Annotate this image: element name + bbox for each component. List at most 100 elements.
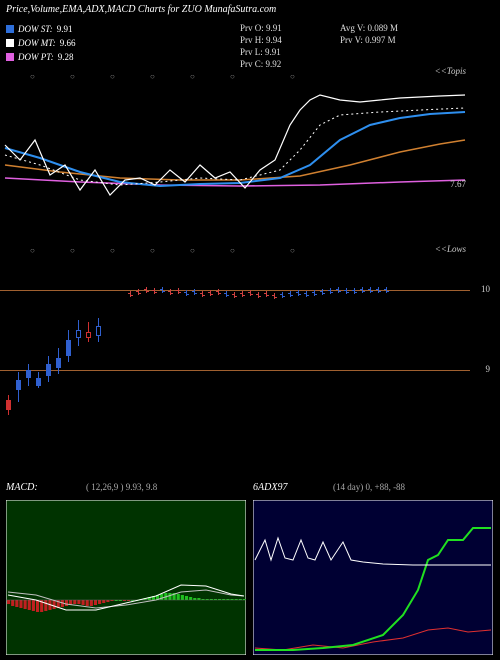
ohlc-bar	[202, 291, 203, 297]
ohlc-open	[376, 289, 378, 290]
ohlc-close	[315, 294, 317, 295]
ohlc-close	[131, 295, 133, 296]
ohlc-close	[195, 293, 197, 294]
ohlc-close	[339, 291, 341, 292]
ohlc-open	[272, 295, 274, 296]
ohlc-close	[219, 293, 221, 294]
ohlc-close	[211, 294, 213, 295]
candle-body	[26, 370, 31, 378]
ohlc-open	[240, 293, 242, 294]
ohlc-bar	[250, 290, 251, 296]
ohlc-bar	[322, 289, 323, 295]
legend-row: DOW PT:9.28	[6, 50, 76, 64]
ohlc-open	[256, 294, 258, 295]
ohlc-bar	[258, 292, 259, 298]
ohlc-open	[224, 293, 226, 294]
stat-row: Prv L: 9.91	[240, 46, 282, 58]
ohlc-close	[139, 293, 141, 294]
time-marker: ○	[70, 246, 75, 255]
ohlc-bar	[362, 287, 363, 293]
time-marker: ○	[30, 246, 35, 255]
legend-value: 9.91	[57, 22, 73, 36]
ohlc-open	[144, 289, 146, 290]
time-marker: ○	[70, 72, 75, 81]
ohlc-close	[227, 295, 229, 296]
candle-body	[56, 358, 61, 368]
chart-title: Price,Volume,EMA,ADX,MACD Charts for ZUO…	[6, 4, 276, 15]
ohlc-bar	[346, 288, 347, 294]
ohlc-close	[355, 292, 357, 293]
candle-body	[76, 330, 81, 338]
ohlc-bar	[370, 287, 371, 293]
candlestick-chart: 109	[0, 260, 470, 410]
ohlc-open	[304, 293, 306, 294]
ohlc-bar	[218, 289, 219, 295]
ohlc-bar	[274, 293, 275, 299]
candle-body	[86, 332, 91, 338]
axis-bot-label: <<Lows	[435, 244, 466, 254]
ohlc-open	[368, 289, 370, 290]
ohlc-bar	[354, 288, 355, 294]
ref-line	[0, 290, 470, 291]
legend-swatch	[6, 25, 14, 33]
ohlc-open	[248, 292, 250, 293]
adx-params: (14 day) 0, +88, -88	[333, 482, 405, 492]
ohlc-close	[299, 294, 301, 295]
ohlc-open	[192, 291, 194, 292]
indicator-row: MACD: ( 12,26,9 ) 9.93, 9.8 6ADX97 (14 d…	[6, 500, 494, 655]
legend-row: DOW ST: 9.91	[6, 22, 76, 36]
ohlc-close	[235, 296, 237, 297]
ohlc-bar	[330, 288, 331, 294]
ohlc-close	[163, 291, 165, 292]
ohlc-bar	[130, 291, 131, 297]
ohlc-close	[307, 295, 309, 296]
candle-body	[96, 326, 101, 336]
ohlc-close	[179, 292, 181, 293]
time-marker: ○	[230, 246, 235, 255]
ohlc-close	[275, 297, 277, 298]
ohlc-close	[243, 295, 245, 296]
time-marker: ○	[290, 72, 295, 81]
ohlc-open	[128, 293, 130, 294]
ref-label: 9	[486, 364, 491, 374]
ohlc-bar	[298, 290, 299, 296]
time-marker: ○	[30, 72, 35, 81]
ohlc-close	[371, 291, 373, 292]
candle-body	[46, 364, 51, 376]
ohlc-bar	[146, 287, 147, 293]
legend: DOW ST:9.91DOW MT:9.66DOW PT:9.28	[6, 22, 76, 64]
axis-top-label: <<Topis	[435, 66, 466, 76]
ohlc-open	[200, 293, 202, 294]
ohlc-bar	[138, 289, 139, 295]
ohlc-bar	[242, 291, 243, 297]
ohlc-open	[176, 290, 178, 291]
ohlc-stats: Prv O: 9.91Prv H: 9.94Prv L: 9.91Prv C: …	[240, 22, 282, 70]
ohlc-bar	[378, 287, 379, 293]
ohlc-close	[379, 291, 381, 292]
candle-body	[66, 340, 71, 356]
time-marker: ○	[150, 72, 155, 81]
ohlc-close	[251, 294, 253, 295]
ohlc-close	[147, 291, 149, 292]
legend-label: DOW ST:	[18, 22, 53, 36]
ohlc-close	[259, 296, 261, 297]
ohlc-bar	[194, 289, 195, 295]
ohlc-bar	[186, 290, 187, 296]
ohlc-open	[312, 292, 314, 293]
ohlc-open	[264, 293, 266, 294]
legend-label: DOW MT:	[18, 36, 56, 50]
ohlc-close	[331, 292, 333, 293]
legend-swatch	[6, 53, 14, 61]
stat-row: Avg V: 0.089 M	[340, 22, 398, 34]
ohlc-bar	[386, 287, 387, 293]
candle-body	[6, 400, 11, 410]
ohlc-open	[232, 294, 234, 295]
ohlc-bar	[290, 291, 291, 297]
ohlc-open	[216, 291, 218, 292]
ohlc-open	[288, 293, 290, 294]
ohlc-bar	[282, 292, 283, 298]
legend-swatch	[6, 39, 14, 47]
ohlc-open	[184, 292, 186, 293]
ohlc-bar	[338, 287, 339, 293]
ohlc-bar	[170, 289, 171, 295]
